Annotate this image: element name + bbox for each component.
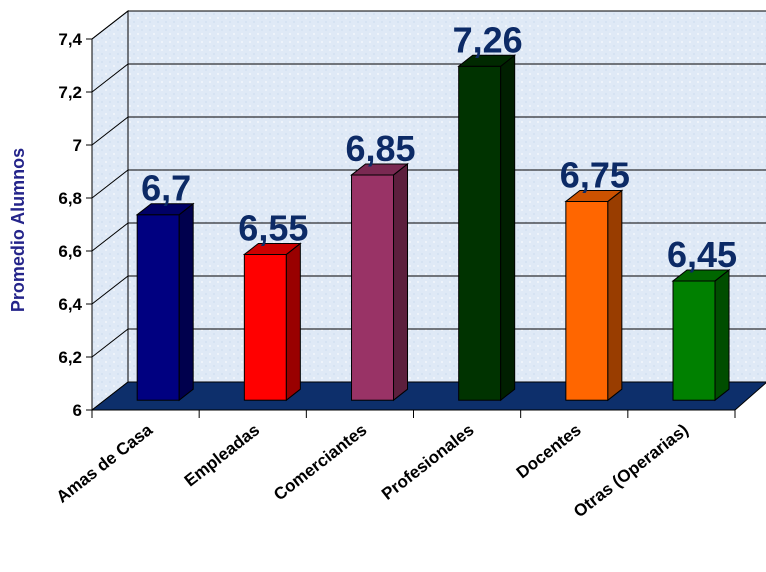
x-tick-labels: Amas de Casa Empleadas Comerciantes Profesi… [53, 420, 692, 521]
bar-front [243, 253, 287, 401]
x-tick-label: Docentes [513, 420, 585, 482]
bar-front [136, 214, 180, 401]
bar-top [564, 189, 624, 202]
gridline [91, 328, 766, 358]
bar [350, 162, 409, 402]
gridline [91, 275, 766, 305]
bar-front [458, 65, 502, 401]
bar [135, 202, 195, 402]
bar [457, 54, 517, 402]
data-label: 7,26 [453, 19, 523, 60]
y-tick-label: 6,2 [58, 348, 82, 367]
data-label: 6,75 [560, 154, 630, 195]
gridlines [91, 10, 766, 358]
y-tick-label: 7,2 [58, 83, 82, 102]
bar-top [671, 269, 731, 282]
bar [242, 242, 302, 402]
bar-side [714, 268, 730, 402]
bar-front [672, 280, 716, 401]
bar [564, 189, 624, 402]
bar-top [242, 242, 302, 255]
bar-front [351, 174, 395, 401]
gridline [91, 10, 766, 40]
data-labels: 6,7 6,55 6,85 7,26 6,75 6,45 [141, 19, 737, 275]
y-axis-label: Promedio Alumnos [8, 148, 28, 312]
gridline [91, 169, 766, 199]
gridline [91, 222, 766, 252]
back-wall [91, 9, 766, 412]
y-tick-labels: 6 6,2 6,4 6,6 6,8 7 7,2 7,4 [58, 30, 82, 420]
x-tick-label: Otras (Operarias) [570, 420, 692, 521]
y-tick-label: 6,8 [58, 189, 82, 208]
bar-front [565, 200, 609, 401]
x-tick-label: Empleadas [181, 420, 263, 490]
back-wall-panel [127, 10, 766, 383]
data-label: 6,55 [238, 207, 308, 248]
side-wall-panel [91, 9, 129, 412]
data-label: 6,7 [141, 168, 191, 209]
bar-top [135, 203, 195, 216]
data-label: 6,45 [667, 234, 737, 275]
y-tick-label: 7,4 [58, 30, 82, 49]
bars [135, 54, 731, 402]
y-tick-label: 7 [73, 136, 82, 155]
y-tick-label: 6,4 [58, 295, 82, 314]
gridline [91, 63, 766, 93]
bar-top [457, 54, 517, 67]
y-tick-label: 6,6 [58, 242, 82, 261]
x-tick-label: Comerciantes [270, 420, 370, 504]
axes [86, 38, 736, 418]
data-label: 6,85 [345, 128, 415, 169]
x-tick-label: Amas de Casa [53, 420, 157, 507]
bar-top [350, 163, 409, 176]
bar-side [178, 202, 194, 402]
y-tick-label: 6 [73, 401, 82, 420]
gridline [91, 116, 766, 146]
bar [671, 268, 731, 402]
bar-side [500, 54, 516, 402]
x-tick-label: Profesionales [378, 420, 478, 504]
bar-side [393, 162, 409, 402]
bar-side [285, 242, 301, 402]
bar-side [607, 189, 623, 402]
